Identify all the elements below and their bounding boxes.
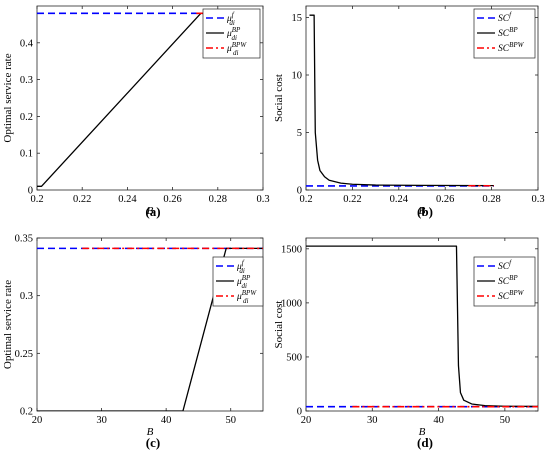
y-axis-label: Social cost <box>273 74 285 122</box>
y-tick-label: 0.2 <box>20 407 33 418</box>
y-tick-label: 0.1 <box>20 149 33 160</box>
y-tick-label: 0 <box>297 186 302 197</box>
legend-entry-2: SCBPW <box>498 41 525 54</box>
x-tick-label: 0.2 <box>30 194 43 205</box>
x-tick-label: 50 <box>500 415 511 426</box>
x-tick-label: 40 <box>161 415 172 426</box>
x-tick-label: 0.22 <box>343 194 361 205</box>
y-tick-label: 0.4 <box>20 38 34 49</box>
legend-entry-1: SCBP <box>498 274 518 287</box>
y-axis-label: Optimal service rate <box>2 280 14 369</box>
x-tick-label: 40 <box>433 415 444 426</box>
chart-panel-a: 0.2 0.22 0.24 0.26 0.28 0.3 0 0.1 0.2 0.3 0.4 B Opti… <box>2 5 270 219</box>
y-tick-label: 500 <box>286 352 302 363</box>
y-tick-label: 0 <box>297 407 302 418</box>
y-tick-label: 0.3 <box>20 291 33 302</box>
legend-entry-1: μBP di <box>226 26 241 42</box>
x-tick-label: 0.24 <box>118 194 137 205</box>
x-tick-label: 0.26 <box>436 194 454 205</box>
x-tick-label: 0.3 <box>256 194 269 205</box>
series-line-1 <box>37 247 263 411</box>
legend-entry-1: SCBP <box>498 26 518 39</box>
legend-entry-0: SCf <box>498 11 512 24</box>
legend: SCf SCBP SCBPW <box>473 256 536 307</box>
y-tick-label: 0.3 <box>20 75 33 86</box>
x-axis-label: B <box>419 426 426 438</box>
y-tick-label: 1000 <box>281 298 302 309</box>
y-axis-label: Social cost <box>273 301 285 349</box>
x-tick-label: 0.24 <box>390 194 409 205</box>
legend-entry-0: μf di <box>226 11 235 27</box>
legend-entry-2: SCBPW <box>498 289 525 302</box>
y-tick-label: 0.25 <box>15 349 33 360</box>
y-tick-label: 15 <box>292 13 303 24</box>
panel-label: (b) <box>417 204 433 219</box>
legend-entry-2: μBPW di <box>236 289 257 305</box>
y-tick-label: 0 <box>28 186 33 197</box>
series-line-1 <box>309 14 494 187</box>
x-axis-label: B <box>147 426 154 438</box>
legend-entry-0: μf di <box>236 259 245 275</box>
legend-entry-0: SCf <box>498 259 512 272</box>
x-tick-label: 50 <box>225 415 236 426</box>
panel-label: (a) <box>145 204 160 219</box>
legend: SCf SCBP SCBPW <box>473 8 536 59</box>
x-tick-label: 30 <box>367 415 378 426</box>
x-tick-label: 0.22 <box>73 194 91 205</box>
y-tick-label: 0.35 <box>15 234 33 245</box>
panel-label: (c) <box>146 435 160 450</box>
x-tick-label: 0.26 <box>163 194 181 205</box>
x-tick-label: 0.28 <box>482 194 500 205</box>
x-tick-label: 0.2 <box>299 194 312 205</box>
y-tick-label: 10 <box>292 71 303 82</box>
y-axis-label: Optimal service rate <box>2 53 14 142</box>
legend-entry-2: μBPW di <box>226 41 247 57</box>
x-axis-label: B <box>419 205 426 217</box>
y-tick-label: 1500 <box>281 244 302 255</box>
x-tick-label: 30 <box>96 415 107 426</box>
x-tick-label: 20 <box>32 415 43 426</box>
chart-panel-b: 0.2 0.22 0.24 0.26 0.28 0.3 0 5 10 15 B Social cost… <box>273 5 545 219</box>
x-axis-label: B <box>147 205 154 217</box>
x-tick-label: 0.3 <box>531 194 544 205</box>
y-tick-label: 0.2 <box>20 112 33 123</box>
x-tick-label: 0.28 <box>209 194 227 205</box>
legend-entry-1: μBP di <box>236 274 251 290</box>
x-tick-label: 20 <box>301 415 312 426</box>
chart-panel-c: 20 30 40 50 0.2 0.25 0.3 0.35 B Optimal service r… <box>2 234 264 450</box>
panel-label: (d) <box>417 435 433 450</box>
y-tick-label: 5 <box>297 128 302 139</box>
